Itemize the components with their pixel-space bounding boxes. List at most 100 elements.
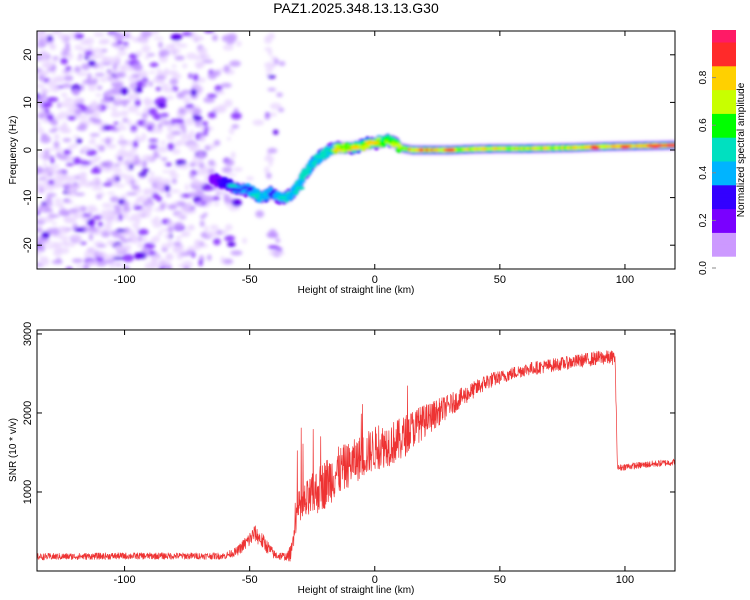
noise-blob <box>88 233 94 241</box>
ridge-cell <box>312 160 319 163</box>
noise-blob <box>62 239 67 246</box>
noise-blob <box>60 57 69 65</box>
noise-blob <box>92 111 101 119</box>
ridge-cell <box>220 179 227 182</box>
noise-blob <box>207 111 217 119</box>
noise-blob <box>273 129 279 135</box>
top-x-tick-label: 100 <box>616 274 634 286</box>
noise-blob <box>88 226 98 233</box>
noise-blob <box>144 55 150 60</box>
noise-blob <box>128 53 139 60</box>
colorbar-band <box>712 236 736 241</box>
ridge-cell <box>269 191 276 194</box>
noise-blob <box>194 120 202 128</box>
noise-blob <box>72 98 82 104</box>
noise-blob <box>131 184 140 190</box>
noise-blob <box>101 48 108 53</box>
noise-blob <box>67 115 77 121</box>
noise-blob <box>246 176 254 181</box>
noise-blob <box>138 172 148 177</box>
colorbar-band <box>712 133 736 138</box>
noise-blob <box>47 35 53 42</box>
noise-blob <box>204 225 209 232</box>
noise-blob <box>224 159 235 167</box>
noise-blob <box>60 51 71 57</box>
noise-blob <box>37 153 42 160</box>
noise-blob <box>149 171 155 176</box>
noise-blob <box>54 163 60 169</box>
noise-blob <box>113 261 123 267</box>
noise-blob <box>187 245 197 251</box>
noise-blob <box>138 235 143 242</box>
colorbar-tick-label: 0.4 <box>698 165 709 179</box>
bottom-x-tick-label: -100 <box>114 574 136 586</box>
noise-blob <box>76 71 88 77</box>
noise-blob <box>67 183 77 190</box>
noise-blob <box>118 156 123 161</box>
noise-blob <box>204 54 211 60</box>
noise-blob <box>264 166 270 174</box>
ridge-cell <box>247 186 254 191</box>
noise-blob <box>92 215 103 220</box>
noise-blob <box>49 227 61 235</box>
noise-blob <box>46 147 56 151</box>
colorbar-tick-label: 0.6 <box>698 118 709 132</box>
noise-blob <box>274 251 285 256</box>
noise-blob <box>130 147 138 154</box>
noise-blob <box>155 86 162 91</box>
noise-blob <box>264 35 276 40</box>
noise-blob <box>134 252 142 260</box>
top-x-ticks: -100 -50 0 50 100 <box>114 31 634 286</box>
noise-blob <box>191 145 198 153</box>
colorbar-bands <box>712 30 736 269</box>
noise-blob <box>79 177 87 184</box>
noise-blob <box>178 107 187 115</box>
colorbar-band <box>712 145 736 150</box>
noise-blob <box>99 162 105 167</box>
noise-blob <box>160 113 169 118</box>
noise-blob <box>198 162 205 169</box>
colorbar-band <box>712 216 736 221</box>
noise-blob <box>228 127 235 135</box>
colorbar-band <box>712 57 736 63</box>
noise-blob <box>55 152 63 159</box>
noise-blob <box>226 137 231 141</box>
noise-blob <box>204 177 209 182</box>
noise-blob <box>233 107 239 114</box>
noise-blob <box>65 66 72 71</box>
noise-blob <box>37 205 41 212</box>
noise-blob <box>88 140 96 145</box>
noise-blob <box>163 88 175 93</box>
ridge-cell <box>231 188 238 192</box>
noise-blob <box>206 93 218 98</box>
noise-blob <box>110 33 116 38</box>
noise-blob <box>55 257 62 264</box>
noise-blob <box>45 155 52 160</box>
noise-blob <box>74 66 81 73</box>
colorbar-band <box>712 204 736 210</box>
colorbar-tick-label: 0.8 <box>698 70 709 84</box>
noise-blob <box>106 125 116 130</box>
noise-blob <box>207 254 212 261</box>
noise-blob <box>98 61 104 68</box>
top-y-tick-label: 10 <box>22 96 34 108</box>
ridge-cell <box>242 185 249 189</box>
noise-blob <box>149 31 160 35</box>
noise-blob <box>93 155 102 161</box>
noise-blob <box>135 134 140 142</box>
noise-blob <box>174 118 184 124</box>
noise-blob <box>67 144 75 150</box>
noise-blob <box>82 146 90 150</box>
noise-blob <box>117 50 127 56</box>
noise-blob <box>43 162 48 168</box>
bottom-x-tick-label: 100 <box>616 574 634 586</box>
ridge-peak <box>294 186 305 190</box>
noise-blob <box>267 75 276 79</box>
signal-ridge <box>208 133 675 205</box>
noise-blob <box>186 52 197 60</box>
noise-blob <box>192 35 203 42</box>
noise-blob <box>275 238 281 243</box>
colorbar-band <box>712 53 736 59</box>
colorbar: 0.0 0.2 0.4 0.6 0.8 Normalized spectral ampl… <box>698 30 747 275</box>
colorbar-band <box>712 184 736 190</box>
